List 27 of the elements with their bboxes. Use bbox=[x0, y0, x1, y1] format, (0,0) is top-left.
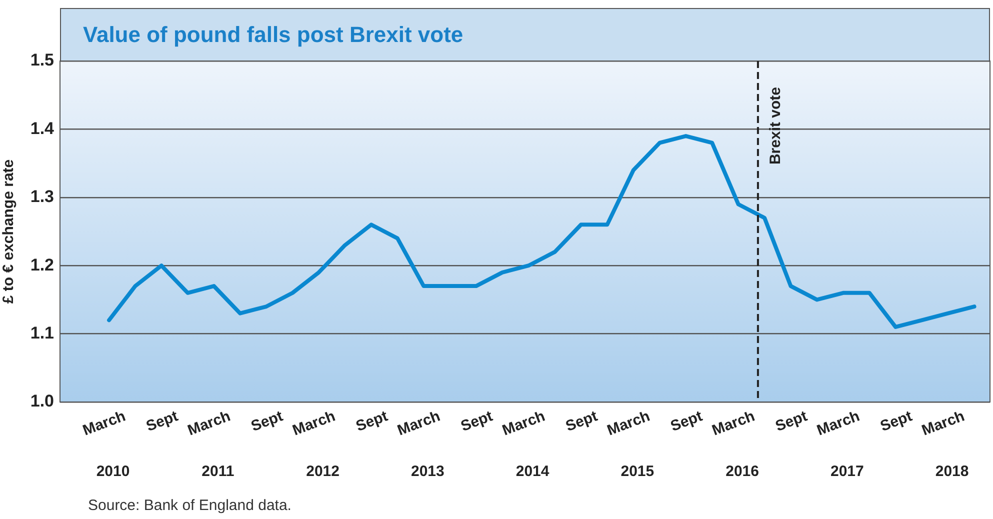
y-tick-label: 1.5 bbox=[30, 50, 54, 70]
category-label: March 2016 bbox=[710, 408, 759, 480]
chart-title: Value of pound falls post Brexit vote bbox=[83, 22, 464, 48]
x-tick-label: Sept bbox=[773, 408, 810, 436]
x-tick-label: Sept bbox=[354, 408, 390, 436]
x-tick-label: Sept bbox=[248, 408, 286, 436]
y-tick-label: 1.0 bbox=[30, 392, 54, 411]
category-label: March 2012 bbox=[290, 408, 340, 480]
category-label: March 2011 bbox=[185, 408, 234, 480]
annotation: Brexit vote bbox=[767, 87, 784, 165]
y-axis-title: £ to € exchange rate bbox=[0, 159, 18, 304]
x-tick-label: Sept bbox=[668, 408, 705, 436]
category-label: March 2014 bbox=[500, 408, 550, 480]
x-tick-label: Sept bbox=[144, 408, 180, 436]
source-note: Source: Bank of England data. bbox=[88, 497, 292, 514]
y-tick-label: 1.2 bbox=[30, 255, 54, 274]
y-tick-label: 1.3 bbox=[30, 187, 54, 206]
category-label: March 2017 bbox=[814, 408, 864, 480]
x-tick-label: Sept bbox=[458, 408, 495, 436]
category-label: March 2018 bbox=[920, 408, 969, 480]
category-label: March 2015 bbox=[604, 408, 654, 480]
x-tick-label: Sept bbox=[563, 408, 600, 436]
x-tick-label: Sept bbox=[878, 408, 914, 436]
category-label: March 2010 bbox=[80, 408, 130, 480]
y-tick-label: 1.1 bbox=[30, 323, 54, 342]
category-label: March 2013 bbox=[395, 408, 444, 480]
y-tick-label: 1.4 bbox=[30, 118, 55, 138]
